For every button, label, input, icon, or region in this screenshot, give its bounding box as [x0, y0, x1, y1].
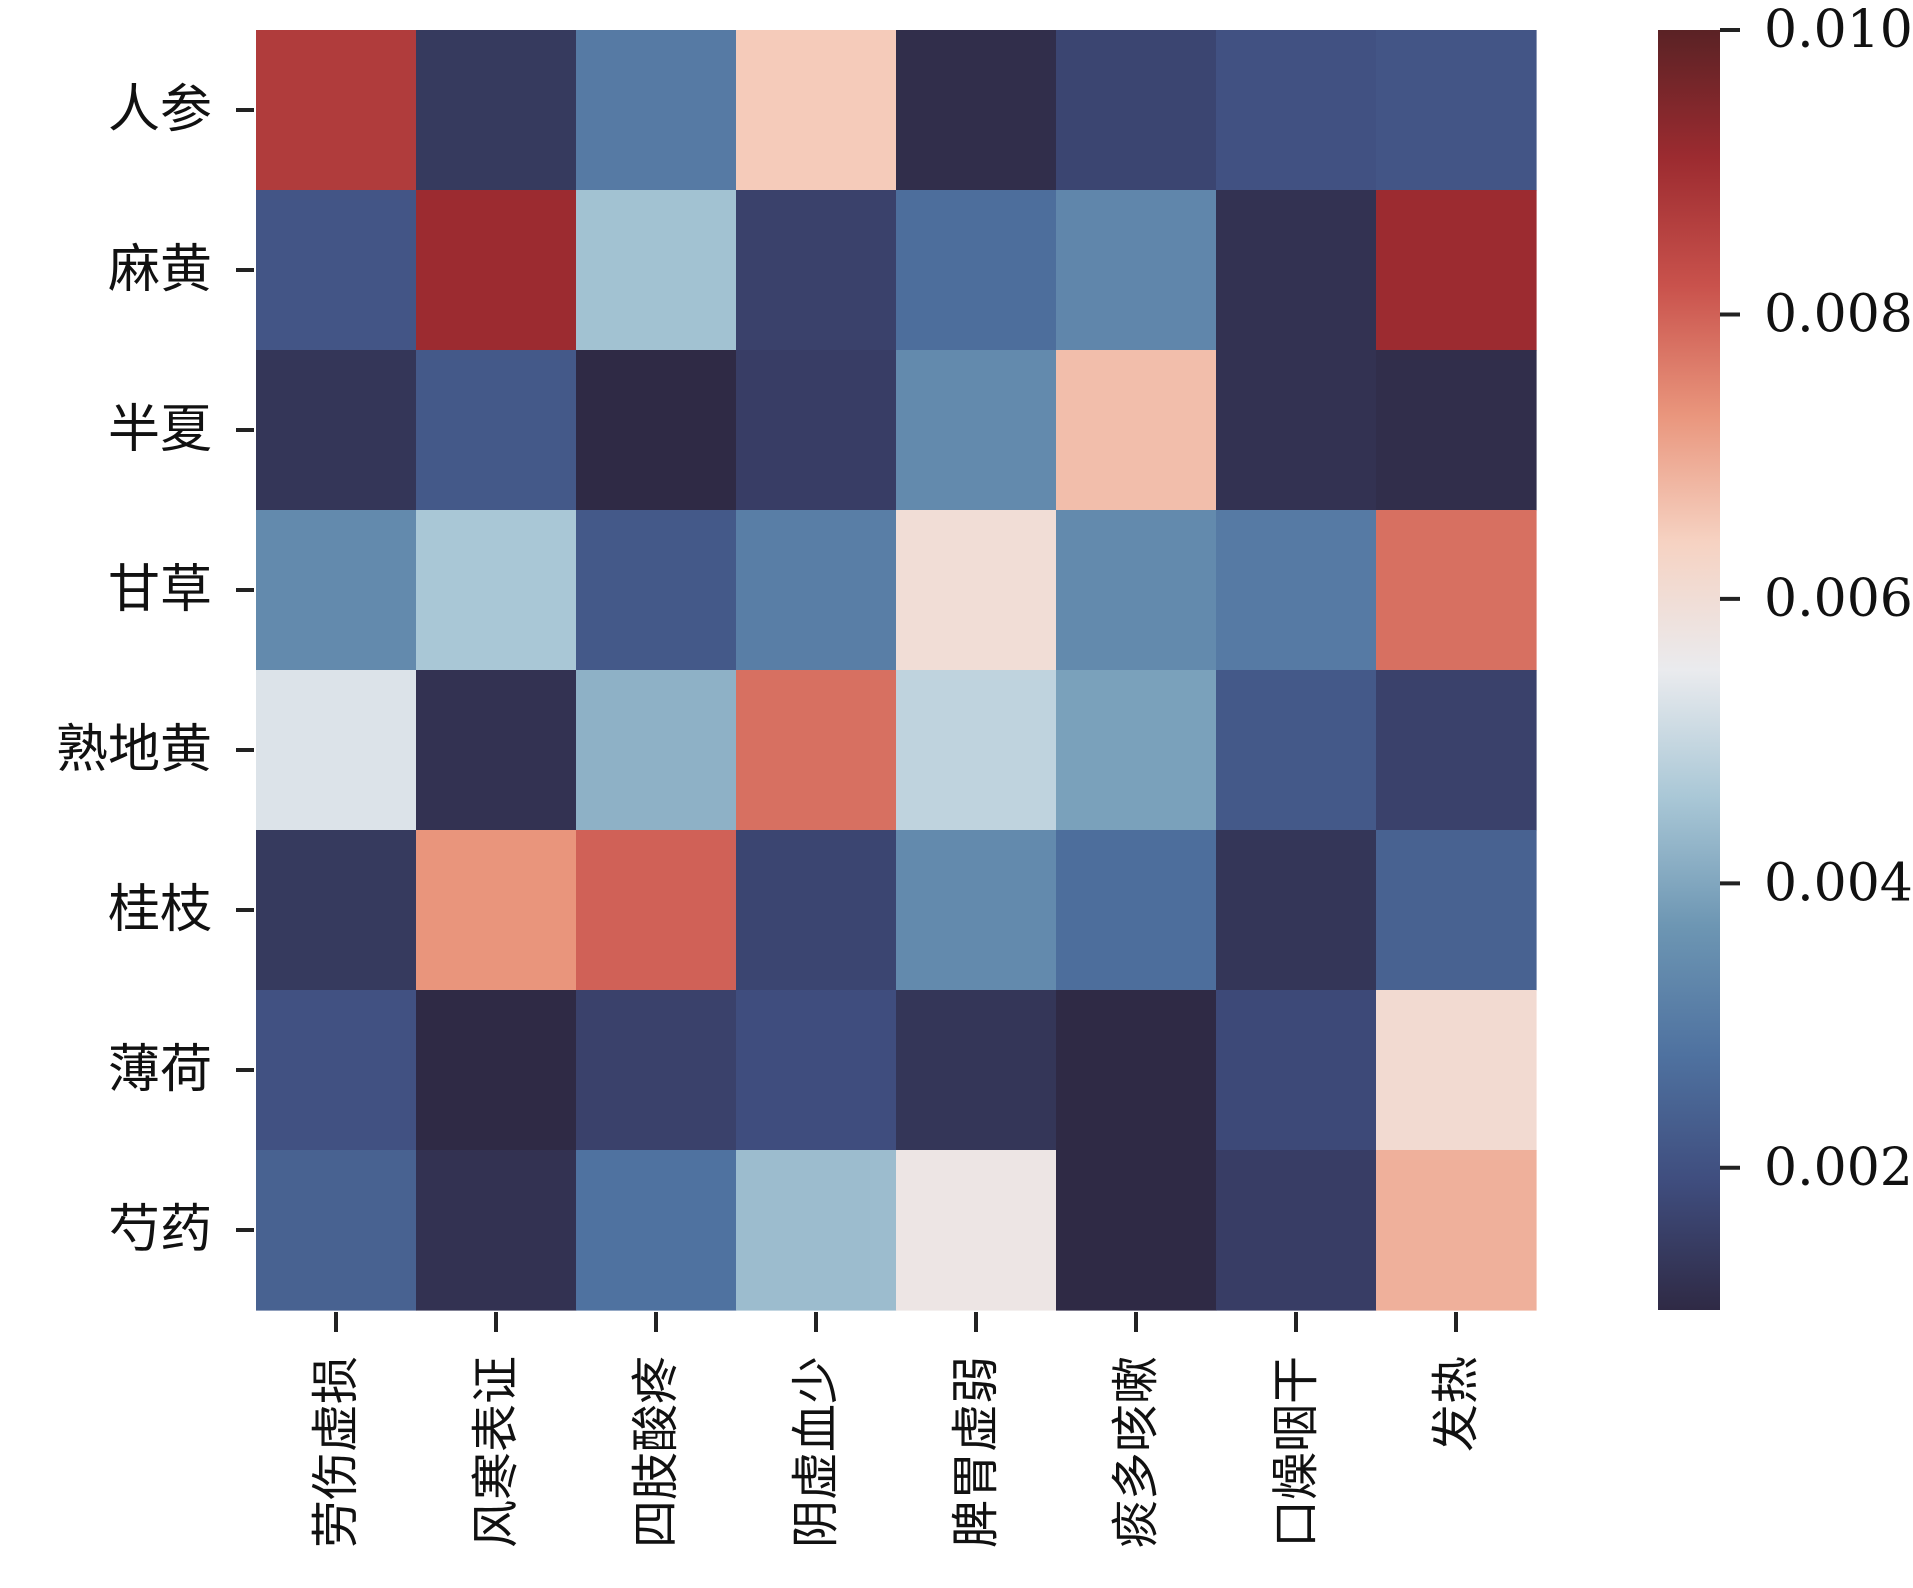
heatmap-cell — [256, 30, 417, 191]
heatmap-cell — [1216, 990, 1377, 1151]
heatmap-cell — [736, 1150, 897, 1311]
heatmap-cell — [1376, 990, 1537, 1151]
heatmap-cell — [896, 990, 1057, 1151]
heatmap-cell — [1376, 510, 1537, 671]
colorbar-tick-label: 0.006 — [1764, 569, 1913, 629]
heatmap-cell — [576, 350, 737, 511]
heatmap-cell — [256, 990, 417, 1151]
heatmap-cell — [1056, 30, 1217, 191]
heatmap-cell — [1056, 990, 1217, 1151]
heatmap-cell — [736, 190, 897, 351]
heatmap-cell — [1056, 510, 1217, 671]
heatmap-cell — [416, 990, 577, 1151]
heatmap-cell — [1056, 1150, 1217, 1311]
heatmap-cell — [736, 510, 897, 671]
column-label: 风寒表证 — [468, 1356, 524, 1548]
heatmap-cell — [896, 190, 1057, 351]
heatmap-cell — [736, 990, 897, 1151]
heatmap-cell — [1216, 1150, 1377, 1311]
heatmap-cell — [1056, 350, 1217, 511]
heatmap-cell — [576, 830, 737, 991]
column-label: 阴虚血少 — [788, 1356, 844, 1548]
row-label: 薄荷 — [108, 1040, 212, 1100]
heatmap-cell — [896, 30, 1057, 191]
heatmap-cell — [256, 510, 417, 671]
heatmap-cell — [256, 190, 417, 351]
heatmap-cell — [1376, 830, 1537, 991]
heatmap-cell — [1056, 830, 1217, 991]
heatmap-cell — [256, 670, 417, 831]
colorbar-tick-label: 0.008 — [1764, 284, 1913, 344]
heatmap-cell — [896, 830, 1057, 991]
heatmap-cell — [1376, 670, 1537, 831]
heatmap-cell — [1216, 510, 1377, 671]
heatmap-cell — [576, 510, 737, 671]
heatmap-cell — [736, 30, 897, 191]
column-labels: 劳伤虚损 风寒表证 四肢酸疼 阴虚血少 脾胃虚弱 痰多咳嗽 口燥咽干 发热 — [308, 1312, 1484, 1548]
heatmap-cell — [896, 350, 1057, 511]
heatmap-cell — [576, 990, 737, 1151]
heatmap-cell — [576, 190, 737, 351]
heatmap-cell — [896, 670, 1057, 831]
row-label: 半夏 — [108, 400, 212, 460]
heatmap-cell — [1376, 30, 1537, 191]
heatmap-cell — [576, 30, 737, 191]
heatmap-cell — [416, 350, 577, 511]
heatmap-cell — [256, 1150, 417, 1311]
colorbar-gradient — [1658, 30, 1720, 1310]
heatmap-cell — [416, 510, 577, 671]
heatmap-cell — [1376, 1150, 1537, 1311]
heatmap-cell — [1216, 830, 1377, 991]
heatmap-cell — [1376, 190, 1537, 351]
colorbar-tick-label: 0.010 — [1764, 0, 1913, 60]
column-label: 发热 — [1428, 1356, 1484, 1452]
row-label: 熟地黄 — [56, 720, 212, 780]
row-label: 甘草 — [108, 560, 212, 620]
row-label: 人参 — [108, 80, 212, 140]
heatmap-cell — [896, 510, 1057, 671]
colorbar-tick-label: 0.004 — [1764, 853, 1913, 913]
column-label: 痰多咳嗽 — [1108, 1356, 1164, 1548]
colorbar-tick-label: 0.002 — [1764, 1138, 1913, 1198]
heatmap-cell — [1056, 670, 1217, 831]
heatmap-cell — [416, 830, 577, 991]
heatmap-cell — [416, 1150, 577, 1311]
column-label: 脾胃虚弱 — [948, 1356, 1004, 1548]
heatmap-cell — [256, 830, 417, 991]
heatmap-cell — [416, 30, 577, 191]
heatmap-cell — [1216, 30, 1377, 191]
colorbar: 0.002 0.004 0.006 0.008 0.010 — [1658, 0, 1913, 1310]
heatmap-cells — [256, 30, 1537, 1311]
heatmap-cell — [736, 350, 897, 511]
heatmap-cell — [416, 670, 577, 831]
heatmap-cell — [256, 350, 417, 511]
row-label: 芍药 — [108, 1200, 212, 1260]
column-label: 口燥咽干 — [1268, 1356, 1324, 1548]
row-label: 桂枝 — [108, 880, 212, 940]
heatmap-cell — [1216, 190, 1377, 351]
heatmap-cell — [1216, 670, 1377, 831]
heatmap-cell — [576, 1150, 737, 1311]
heatmap-cell — [416, 190, 577, 351]
heatmap-cell — [1216, 350, 1377, 511]
heatmap-cell — [576, 670, 737, 831]
heatmap-cell — [896, 1150, 1057, 1311]
heatmap-cell — [1056, 190, 1217, 351]
heatmap-cell — [1376, 350, 1537, 511]
heatmap-cell — [736, 830, 897, 991]
column-label: 劳伤虚损 — [308, 1356, 364, 1548]
row-label: 麻黄 — [108, 240, 212, 300]
column-label: 四肢酸疼 — [628, 1356, 684, 1548]
heatmap-cell — [736, 670, 897, 831]
